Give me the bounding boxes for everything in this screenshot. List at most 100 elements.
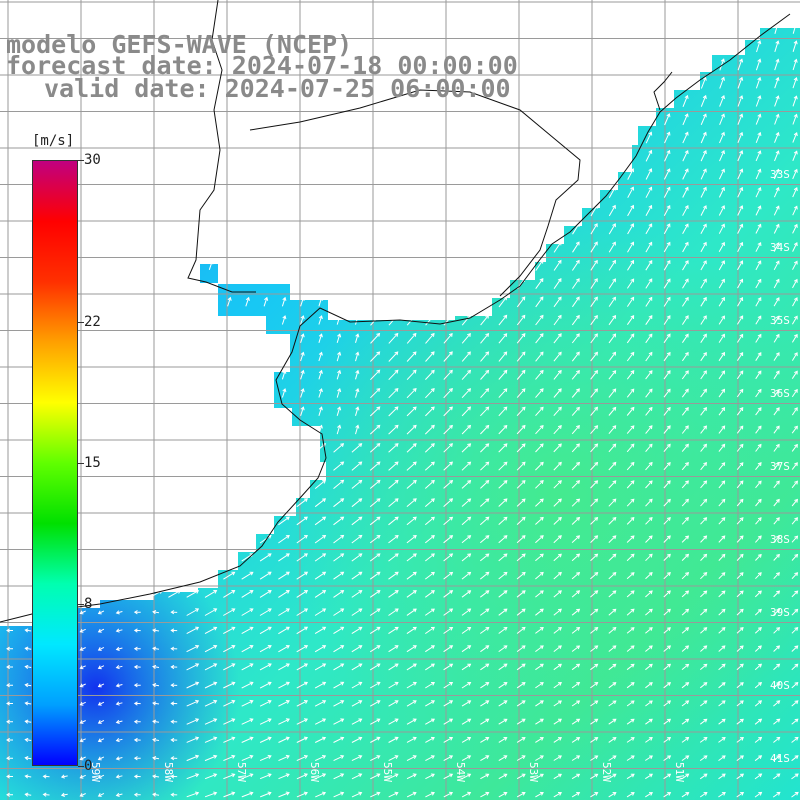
wind-arrow xyxy=(425,370,435,380)
wind-arrow-head xyxy=(685,627,690,631)
colorbar xyxy=(32,160,78,766)
wind-arrow-head xyxy=(412,461,417,466)
wind-arrow xyxy=(318,388,323,398)
wind-arrow-head xyxy=(322,755,327,759)
wind-arrow-head xyxy=(667,718,672,723)
wind-arrow-head xyxy=(467,736,472,741)
wind-arrow-head xyxy=(685,480,689,485)
wind-arrow-head xyxy=(430,461,435,466)
wind-arrow-head xyxy=(60,792,65,797)
wind-arrow xyxy=(333,737,344,743)
wind-arrow xyxy=(754,755,762,762)
wind-arrow xyxy=(259,626,272,635)
wind-arrow xyxy=(682,205,689,216)
wind-arrow xyxy=(681,572,689,580)
wind-arrow-head xyxy=(612,351,617,356)
wind-arrow xyxy=(663,443,671,453)
wind-arrow xyxy=(241,792,253,798)
wind-arrow-head xyxy=(231,736,236,741)
wind-arrow xyxy=(516,406,526,417)
wind-arrow xyxy=(241,700,254,707)
wind-arrow-head xyxy=(485,682,490,686)
wind-arrow xyxy=(296,773,308,780)
longitude-label: 52W xyxy=(600,762,613,782)
wind-arrow-head xyxy=(757,315,762,320)
wind-arrow xyxy=(461,627,471,634)
wind-arrow xyxy=(736,755,744,762)
wind-arrow-head xyxy=(630,278,635,283)
wind-arrow xyxy=(241,737,254,743)
wind-arrow-head xyxy=(757,150,762,155)
wind-arrow-head xyxy=(612,773,617,778)
wind-arrow xyxy=(351,480,362,489)
wind-arrow-head xyxy=(448,314,453,319)
wind-arrow-head xyxy=(231,663,236,668)
wind-arrow xyxy=(626,498,635,507)
wind-arrow xyxy=(626,755,635,761)
wind-arrow-head xyxy=(666,113,671,118)
wind-arrow-head xyxy=(721,370,726,375)
wind-arrow-head xyxy=(485,645,490,649)
wind-arrow xyxy=(204,718,217,725)
wind-arrow-head xyxy=(133,756,138,761)
wind-arrow-head xyxy=(209,260,214,265)
wind-arrow-head xyxy=(630,700,635,705)
wind-arrow-head xyxy=(775,480,780,485)
wind-arrow xyxy=(223,608,235,616)
wind-arrow xyxy=(406,498,417,507)
wind-arrow-head xyxy=(170,610,175,615)
wind-arrow xyxy=(369,700,381,707)
wind-arrow xyxy=(553,333,562,344)
wind-arrow xyxy=(443,700,453,707)
wind-arrow xyxy=(516,755,526,761)
wind-arrow xyxy=(718,535,726,543)
wind-arrow xyxy=(186,645,199,653)
wind-arrow-head xyxy=(322,516,327,521)
wind-arrow-head xyxy=(703,590,708,595)
wind-arrow-head xyxy=(318,315,323,320)
wind-arrow-head xyxy=(721,608,726,613)
wind-arrow xyxy=(663,517,671,525)
wind-arrow-head xyxy=(576,535,581,540)
wind-arrow xyxy=(553,517,562,525)
wind-arrow-head xyxy=(152,664,157,669)
wind-arrow-head xyxy=(467,516,472,521)
wind-arrow-head xyxy=(358,681,363,686)
wind-arrow xyxy=(241,645,254,653)
wind-arrow-head xyxy=(376,773,381,778)
wind-arrow-head xyxy=(521,571,526,576)
wind-arrow xyxy=(116,775,123,778)
wind-arrow-head xyxy=(702,94,707,100)
wind-arrow-head xyxy=(355,369,360,374)
wind-arrow-head xyxy=(285,516,290,521)
wind-arrow xyxy=(773,205,780,216)
wind-arrow xyxy=(204,663,217,671)
wind-arrow-head xyxy=(285,718,290,723)
wind-arrow xyxy=(443,333,453,344)
wind-arrow xyxy=(461,333,471,344)
wind-arrow xyxy=(498,315,507,326)
wind-arrow xyxy=(663,755,671,762)
wind-arrow xyxy=(590,627,598,634)
wind-arrow-head xyxy=(739,755,744,760)
wind-arrow xyxy=(719,77,725,89)
wind-arrow xyxy=(278,626,290,635)
wind-arrow xyxy=(333,443,344,453)
wind-arrow xyxy=(314,755,326,762)
wind-arrow-head xyxy=(757,58,762,63)
wind-arrow-head xyxy=(703,388,707,393)
wind-arrow xyxy=(645,150,652,162)
wind-arrow xyxy=(553,608,562,616)
wind-arrow xyxy=(737,95,743,107)
wind-arrow xyxy=(333,755,344,762)
wind-arrow xyxy=(663,223,671,235)
wind-arrow xyxy=(516,682,526,689)
wind-arrow-head xyxy=(249,736,254,741)
wind-arrow xyxy=(152,611,160,614)
wind-arrow-head xyxy=(757,407,762,412)
wind-arrow xyxy=(498,425,508,435)
wind-arrow-head xyxy=(721,480,726,485)
wind-arrow xyxy=(736,554,744,561)
wind-arrow-head xyxy=(358,498,363,502)
wind-arrow xyxy=(406,700,417,707)
